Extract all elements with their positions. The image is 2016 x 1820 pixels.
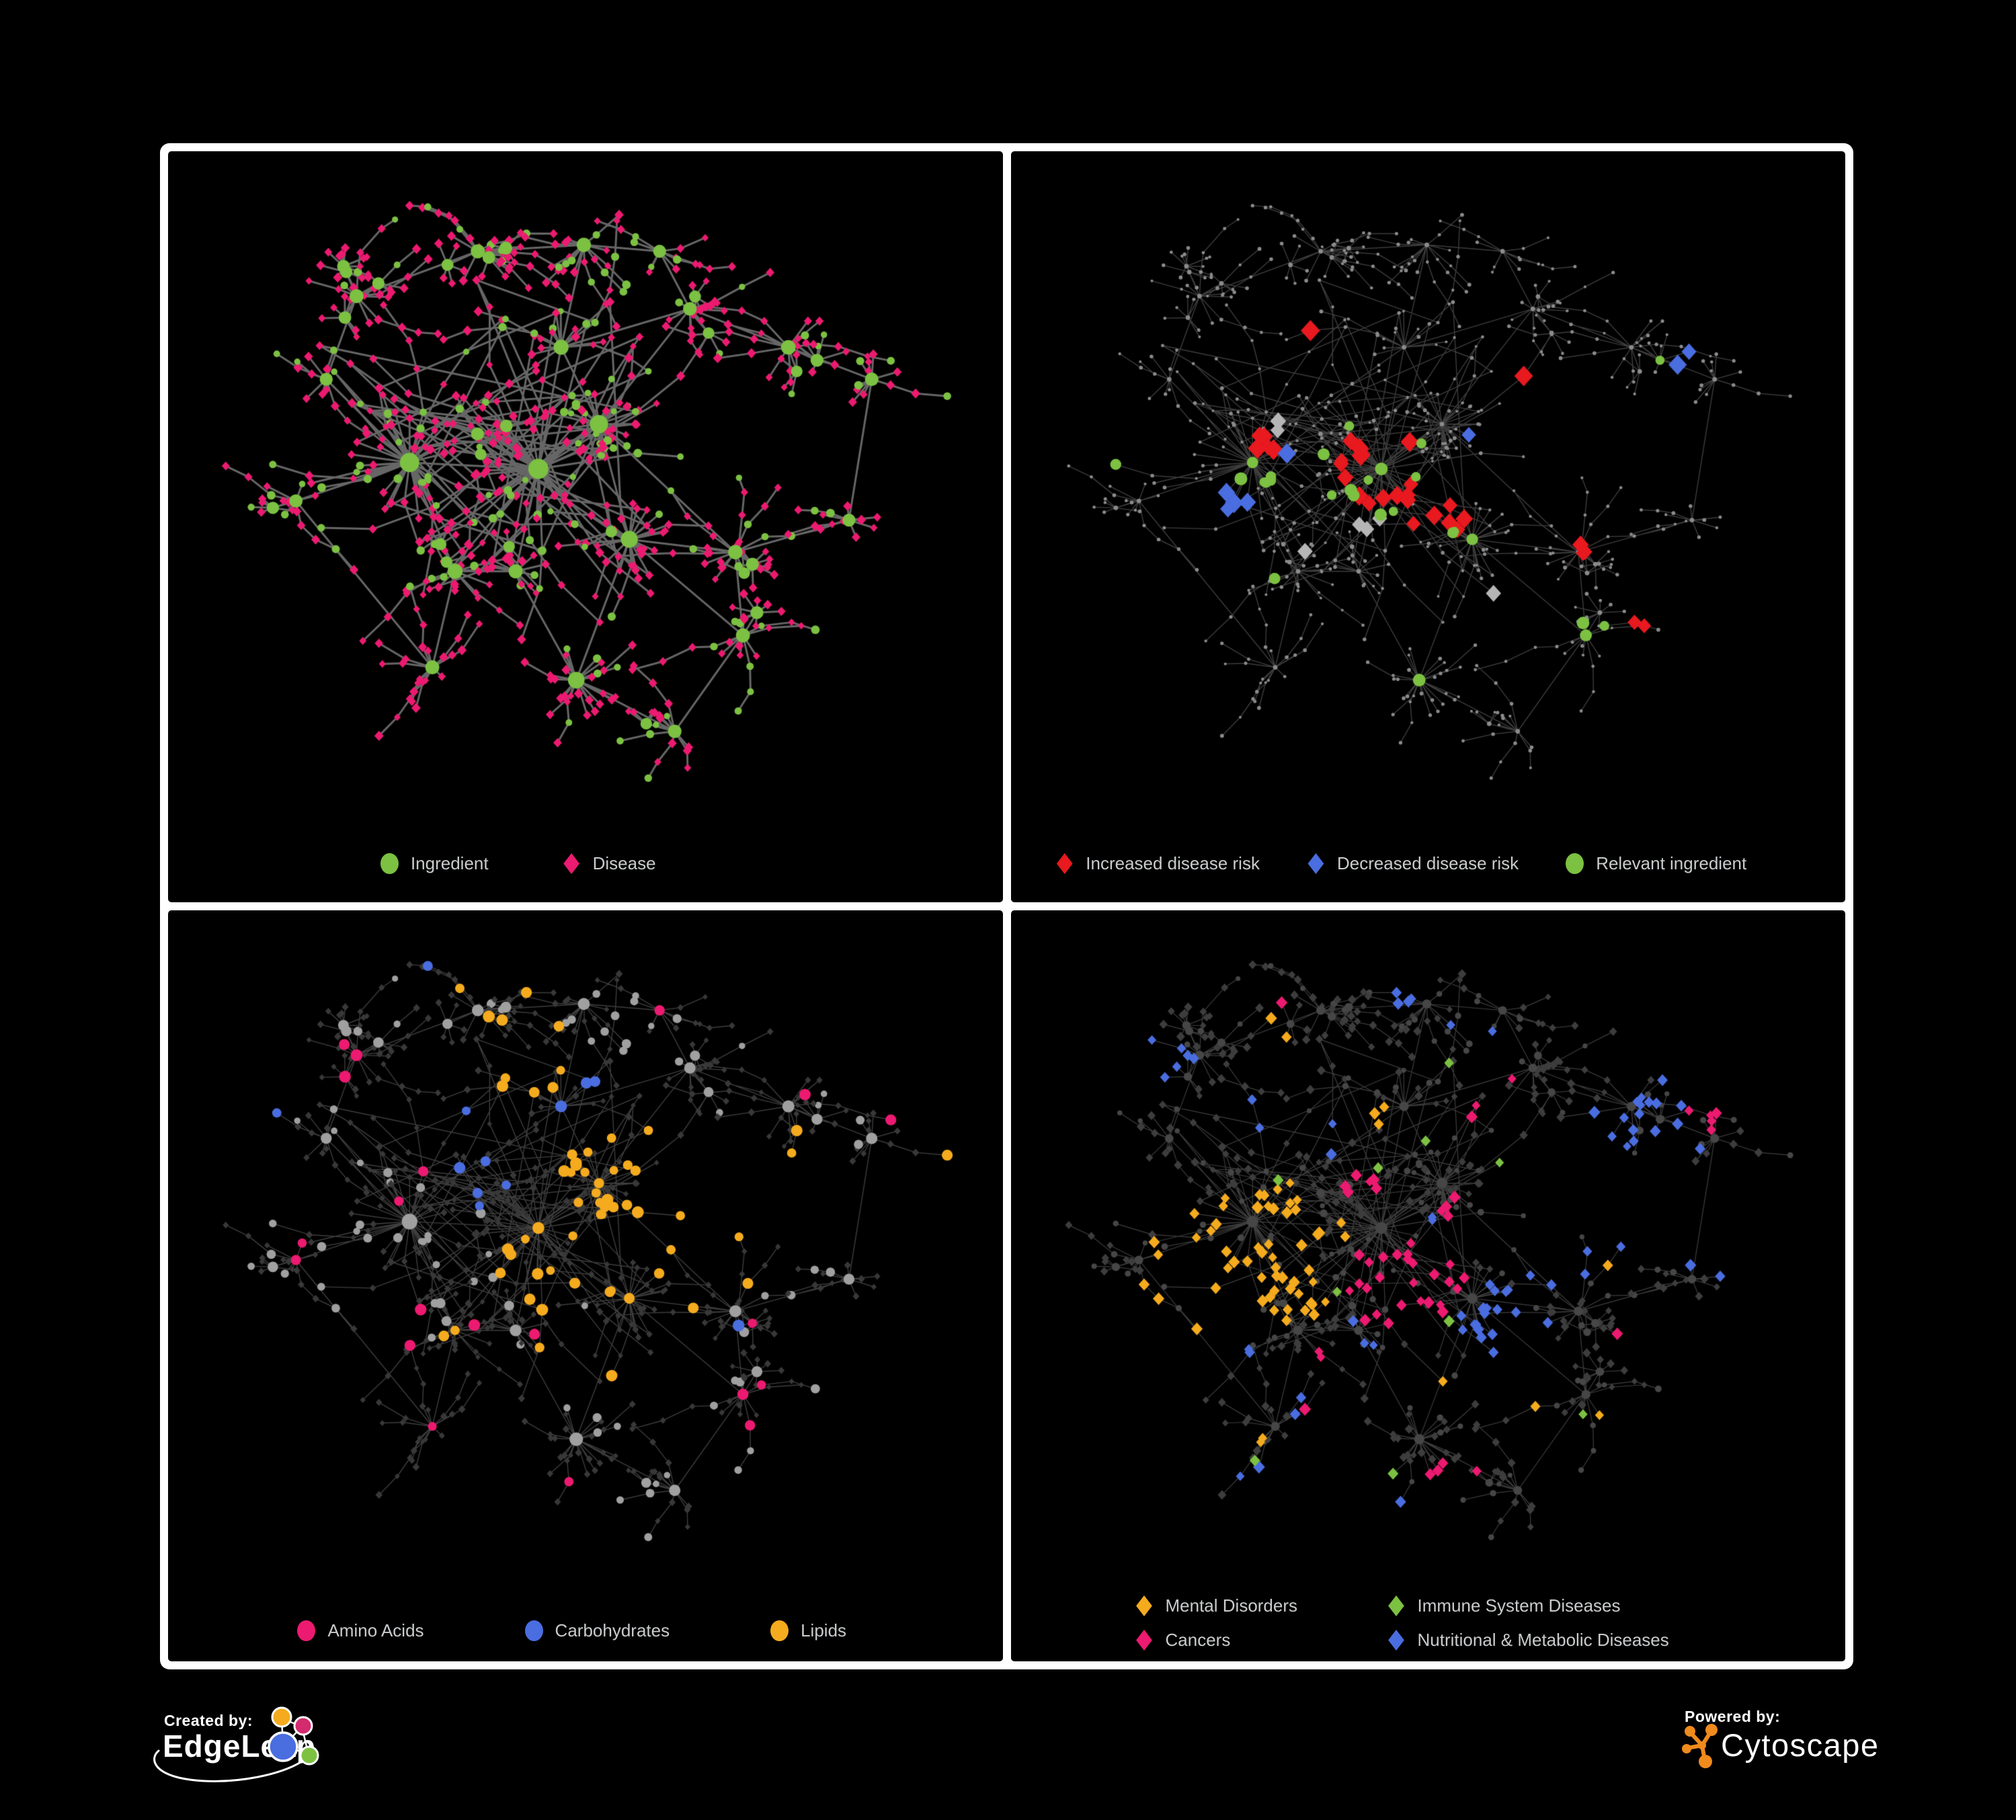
- legend-item: Decreased disease risk: [1307, 853, 1519, 874]
- amino-acids-swatch-icon: [297, 1620, 316, 1641]
- legend-label: Disease: [592, 853, 656, 873]
- network-canvas-2: [1010, 151, 1845, 902]
- legend-item: Nutritional & Metabolic Diseases: [1387, 1630, 1669, 1651]
- legend-label: Immune System Diseases: [1417, 1595, 1621, 1616]
- legend-item: Disease: [563, 853, 656, 874]
- increased-risk-swatch-icon: [1056, 853, 1073, 874]
- legend-compound-classes: Amino Acids Carbohydrates Lipids: [168, 1620, 990, 1641]
- legend-item: Ingredient: [380, 853, 489, 874]
- network-canvas-1: [168, 151, 1003, 902]
- edgeleap-network-icon: [268, 1706, 319, 1766]
- legend-label: Mental Disorders: [1165, 1595, 1298, 1616]
- legend-label: Increased disease risk: [1086, 853, 1260, 873]
- carbohydrates-swatch-icon: [524, 1620, 543, 1641]
- cytoscape-logo-icon: [1682, 1724, 1718, 1768]
- legend-item: Immune System Diseases: [1387, 1595, 1669, 1616]
- network-canvas-4: [1010, 910, 1845, 1661]
- panel-compound-classes: Amino Acids Carbohydrates Lipids: [168, 910, 1003, 1661]
- legend-item: Mental Disorders: [1135, 1595, 1387, 1616]
- ingredient-swatch-icon: [380, 853, 399, 874]
- legend-disease-risk: Increased disease risk Decreased disease…: [1011, 853, 1819, 874]
- legend-label: Decreased disease risk: [1336, 853, 1519, 873]
- cytoscape-wordmark: Cytoscape: [1721, 1727, 1880, 1763]
- network-canvas-3: [168, 910, 1003, 1661]
- legend-ingredient-disease: Ingredient Disease: [168, 853, 936, 874]
- immune-diseases-swatch-icon: [1388, 1595, 1404, 1616]
- legend-item: Increased disease risk: [1055, 853, 1260, 874]
- edgeleap-swoosh-icon: [153, 1749, 315, 1782]
- cancers-swatch-icon: [1136, 1630, 1152, 1651]
- legend-item: Lipids: [770, 1620, 846, 1641]
- panel-grid: Ingredient Disease Increased disease ris…: [160, 143, 1853, 1669]
- legend-label: Ingredient: [410, 853, 489, 873]
- legend-item: Carbohydrates: [524, 1620, 670, 1641]
- legend-label: Relevant ingredient: [1596, 853, 1747, 873]
- mental-disorders-swatch-icon: [1136, 1595, 1152, 1616]
- legend-label: Nutritional & Metabolic Diseases: [1417, 1630, 1669, 1650]
- created-by-label: Created by:: [164, 1712, 253, 1729]
- legend-label: Cancers: [1165, 1630, 1231, 1650]
- legend-label: Carbohydrates: [555, 1620, 670, 1640]
- disease-swatch-icon: [563, 853, 579, 874]
- legend-item: Relevant ingredient: [1566, 853, 1746, 874]
- panel-disease-risk: Increased disease risk Decreased disease…: [1010, 151, 1845, 902]
- legend-disease-classes: Mental Disorders Immune System Diseases …: [1135, 1595, 1669, 1651]
- legend-label: Lipids: [801, 1620, 847, 1640]
- relevant-ingredient-swatch-icon: [1566, 853, 1584, 874]
- nutritional-diseases-swatch-icon: [1388, 1630, 1404, 1651]
- legend-label: Amino Acids: [327, 1620, 424, 1640]
- powered-by-label: Powered by:: [1685, 1708, 1781, 1725]
- panel-disease-classes: Mental Disorders Immune System Diseases …: [1010, 910, 1845, 1661]
- legend-item: Amino Acids: [297, 1620, 424, 1641]
- lipids-swatch-icon: [770, 1620, 789, 1641]
- decreased-risk-swatch-icon: [1307, 853, 1324, 874]
- panel-ingredient-disease: Ingredient Disease: [168, 151, 1003, 902]
- legend-item: Cancers: [1135, 1630, 1387, 1651]
